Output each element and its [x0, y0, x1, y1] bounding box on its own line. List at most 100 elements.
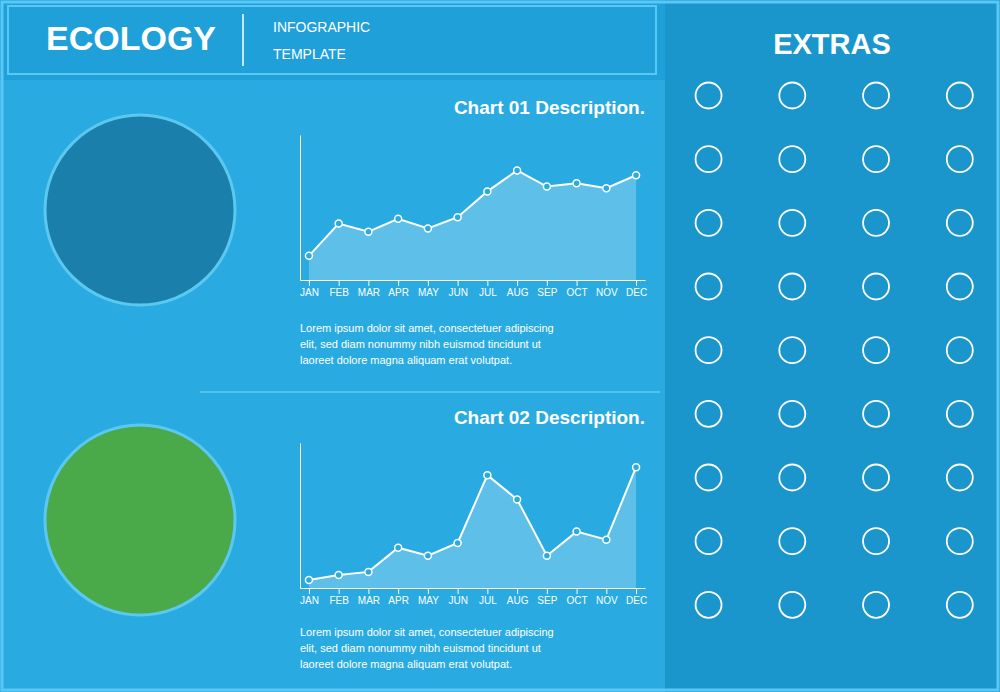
x-tick: FEB — [329, 588, 349, 606]
x-tick: SEP — [537, 280, 557, 298]
point — [514, 496, 521, 503]
point — [543, 552, 550, 559]
icon — [863, 464, 889, 490]
x-tick-mark — [428, 588, 429, 594]
icon — [947, 146, 973, 172]
x-tick-mark — [487, 280, 488, 286]
x-tick-label: SEP — [537, 287, 557, 298]
x-tick: AUG — [507, 588, 529, 606]
icon-grid — [696, 82, 973, 617]
x-tick-mark — [547, 280, 548, 286]
description-line: laoreet dolore magna aliquam erat volutp… — [300, 354, 512, 366]
point — [454, 214, 461, 221]
point — [305, 252, 312, 259]
decor-circle — [45, 425, 235, 615]
x-tick-label: JUL — [479, 595, 497, 606]
header-text: INFOGRAPHIC — [273, 19, 370, 35]
x-tick-label: JUL — [479, 287, 497, 298]
point — [603, 536, 610, 543]
chart: Chart 02 Description.JANFEBMARAPRMAYJUNJ… — [300, 407, 647, 670]
x-tick-mark — [547, 588, 548, 594]
divider — [200, 391, 660, 393]
icon — [947, 528, 973, 554]
x-tick-mark — [636, 588, 637, 594]
x-tick: OCT — [567, 280, 588, 298]
x-tick-label: AUG — [507, 595, 529, 606]
x-tick-mark — [458, 588, 459, 594]
description-text: Lorem ipsum dolor sit amet, consectetuer… — [300, 626, 554, 670]
icon — [863, 82, 889, 108]
x-tick: DEC — [626, 280, 647, 298]
point — [633, 172, 640, 179]
background — [0, 0, 1000, 692]
icon — [779, 464, 805, 490]
x-axis-line — [301, 280, 646, 281]
point — [573, 180, 580, 187]
point — [454, 539, 461, 546]
point — [395, 544, 402, 551]
x-tick-label: DEC — [626, 287, 647, 298]
x-tick: MAY — [418, 588, 439, 606]
icon — [863, 592, 889, 618]
icon — [863, 210, 889, 236]
icon — [779, 210, 805, 236]
x-tick-mark — [606, 588, 607, 594]
plot-area — [305, 464, 639, 588]
icon — [696, 273, 722, 299]
point — [335, 572, 342, 579]
x-tick-mark — [428, 280, 429, 286]
icon — [779, 592, 805, 618]
x-tick-label: OCT — [567, 287, 588, 298]
x-tick: NOV — [596, 280, 618, 298]
line — [309, 170, 636, 255]
icon — [947, 401, 973, 427]
x-tick-label: JAN — [300, 287, 319, 298]
y-axis-line — [300, 136, 301, 281]
x-tick: DEC — [626, 588, 647, 606]
x-tick-mark — [309, 588, 310, 594]
point — [543, 183, 550, 190]
line — [309, 467, 636, 580]
icon — [779, 146, 805, 172]
icon — [696, 337, 722, 363]
point — [424, 225, 431, 232]
x-tick-mark — [458, 280, 459, 286]
x-tick-label: SEP — [537, 595, 557, 606]
description-line: Lorem ipsum dolor sit amet, consectetuer… — [300, 322, 554, 334]
icon — [863, 273, 889, 299]
x-tick: FEB — [329, 280, 349, 298]
icon — [696, 528, 722, 554]
icon — [779, 82, 805, 108]
chart-title: Chart 02 Description. — [454, 407, 645, 428]
icon — [863, 401, 889, 427]
x-tick: JAN — [300, 280, 319, 298]
page: ECOLOGYINFOGRAPHICTEMPLATEEXTRASChart 01… — [0, 0, 1000, 692]
x-axis: JANFEBMARAPRMAYJUNJULAUGSEPOCTNOVDEC — [300, 588, 647, 606]
point — [633, 464, 640, 471]
point — [573, 528, 580, 535]
point — [335, 220, 342, 227]
x-tick-label: FEB — [329, 287, 349, 298]
description-line: Lorem ipsum dolor sit amet, consectetuer… — [300, 626, 554, 638]
chart: Chart 01 Description.JANFEBMARAPRMAYJUNJ… — [300, 97, 647, 366]
x-tick: JUL — [479, 588, 497, 606]
x-tick-label: DEC — [626, 595, 647, 606]
icon — [863, 528, 889, 554]
x-axis-line — [301, 588, 646, 589]
header-text: ECOLOGY — [46, 19, 216, 57]
x-tick: MAR — [358, 588, 380, 606]
area — [309, 170, 636, 280]
icon — [696, 401, 722, 427]
point — [424, 552, 431, 559]
point — [305, 576, 312, 583]
chart-title: Chart 01 Description. — [454, 97, 645, 118]
x-tick-mark — [339, 280, 340, 286]
outer-border — [2, 2, 998, 690]
description-text: Lorem ipsum dolor sit amet, consectetuer… — [300, 322, 554, 366]
point — [365, 228, 372, 235]
x-tick-label: JUN — [448, 595, 467, 606]
x-tick-mark — [577, 588, 578, 594]
x-axis: JANFEBMARAPRMAYJUNJULAUGSEPOCTNOVDEC — [300, 280, 647, 298]
point — [514, 167, 521, 174]
icon — [947, 273, 973, 299]
